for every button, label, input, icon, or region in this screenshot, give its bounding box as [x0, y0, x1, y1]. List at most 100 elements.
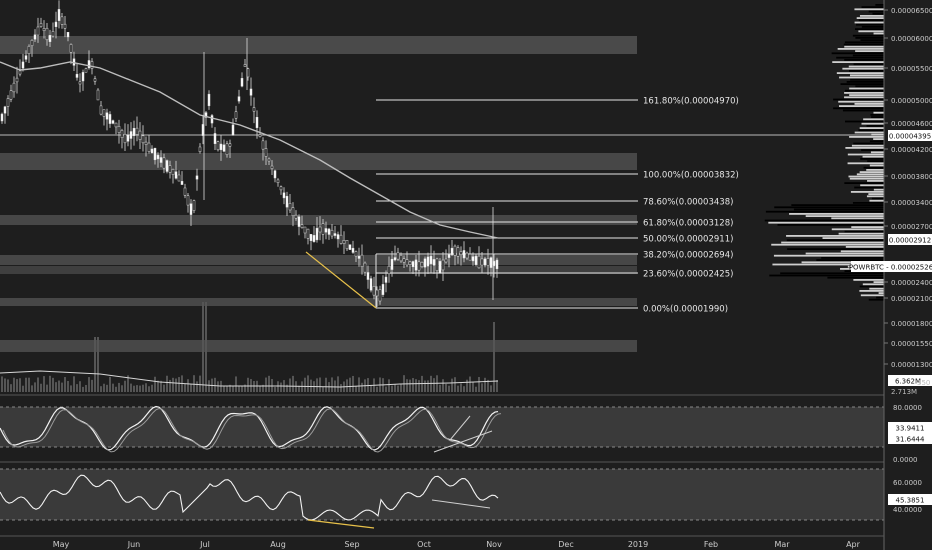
volume-profile-bar: [855, 28, 884, 30]
volume-bar: [19, 378, 21, 392]
price-divergence-line[interactable]: [305, 251, 377, 309]
volume-bar: [130, 383, 132, 392]
volume-bar: [133, 385, 135, 392]
candle-body: [228, 143, 232, 147]
candle-body: [351, 247, 355, 253]
volume-bar: [139, 385, 141, 392]
volume-profile-bar: [859, 15, 884, 17]
oscillator-1-trend-line[interactable]: [449, 415, 471, 441]
time-tick-label: Apr: [846, 540, 861, 549]
volume-profile-bar: [832, 61, 884, 63]
candle-body: [300, 224, 304, 229]
candle-body: [267, 158, 271, 162]
volume-profile-bar: [827, 276, 884, 279]
candle-body: [255, 117, 259, 128]
candle-body: [285, 195, 289, 208]
volume-profile-bar: [873, 188, 884, 191]
fib-level-label: 100.00%(0.00003832): [643, 171, 739, 181]
candle-body: [291, 207, 295, 216]
volume-bar: [136, 385, 138, 392]
volume-profile-bar: [859, 285, 884, 288]
volume-profile-bar: [765, 210, 884, 213]
price-tick-label: 0.00003800: [891, 173, 932, 181]
volume-bar: [148, 386, 150, 392]
price-tick-label: 0.00002700: [891, 223, 932, 231]
volume-profile-bar: [849, 74, 884, 77]
candle-body: [138, 130, 142, 140]
candle-body: [180, 181, 184, 185]
volume-bar: [76, 384, 78, 392]
candle-body: [339, 234, 343, 244]
volume-bar: [115, 386, 117, 392]
volume-profile-bar: [868, 298, 884, 301]
candle-body: [414, 259, 418, 271]
time-axis[interactable]: May Jun Jul Aug Sep Oct Nov Dec 2019 Feb Mar Apr: [0, 535, 884, 549]
candle-body: [315, 227, 319, 241]
volume-bar: [427, 380, 429, 392]
volume-profile-bar: [854, 186, 884, 189]
volume-profile-bar: [844, 92, 884, 94]
volume-bar: [466, 379, 468, 392]
price-axis-background: [884, 0, 932, 550]
zone-band: [0, 255, 637, 265]
oscillator-label-box: [888, 494, 932, 505]
candle-body: [99, 105, 103, 115]
oscillator-2-divergence-line[interactable]: [307, 519, 375, 529]
volume-bar: [109, 376, 111, 392]
volume-profile-bar: [774, 206, 884, 209]
price-tick-label: 0.00001300: [891, 361, 932, 369]
fib-level-label: 0.00%(0.00001990): [643, 305, 728, 315]
candle-body: [141, 135, 145, 144]
candle-body: [432, 259, 436, 266]
candle-body: [114, 122, 118, 128]
price-axis[interactable]: 0.00006500 0.00006000 0.00005500 0.00005000…: [883, 0, 932, 550]
candle-body: [156, 154, 160, 160]
oscillator-1-divergence-line[interactable]: [433, 430, 493, 453]
volume-bar: [334, 380, 336, 392]
volume-profile-bar: [846, 81, 884, 83]
volume-bar: [160, 380, 162, 392]
candle-body: [462, 250, 466, 259]
volume-bar: [394, 384, 396, 392]
volume-profile-bar: [855, 50, 884, 52]
price-axis-ticks: 0.00006500 0.00006000 0.00005500 0.00005000…: [884, 7, 932, 369]
volume-profile-bar: [831, 52, 884, 55]
volume-profile-bar: [768, 221, 884, 224]
oscillator-2-trend-line[interactable]: [431, 499, 491, 509]
candle-body: [381, 284, 385, 295]
volume-secondary-label: 2.713M: [891, 388, 917, 396]
volume-bar: [193, 375, 195, 392]
volume-bar: [37, 377, 39, 392]
volume-bar: [280, 382, 282, 392]
volume-profile-bar: [839, 76, 884, 79]
volume-bar: [361, 382, 363, 392]
volume-bar: [184, 384, 186, 392]
volume-bar: [358, 377, 360, 392]
candle-body: [489, 257, 493, 268]
time-tick-label: Nov: [486, 540, 502, 549]
volume-bar: [61, 382, 63, 392]
time-tick-label: 2019: [628, 540, 648, 549]
candle-body: [69, 44, 73, 53]
candle-body: [45, 27, 49, 41]
price-series: [0, 0, 499, 308]
candle-body: [186, 195, 190, 206]
volume-profile-bar: [873, 32, 884, 35]
volume-profile-bar: [858, 129, 884, 132]
candle-body: [219, 143, 223, 151]
volume-bar: [259, 385, 261, 392]
fibonacci-retracement[interactable]: 161.80%(0.00004970) 100.00%(0.00003832) 78…: [375, 97, 739, 315]
last-price-text: POWRBTC - 0.00002526: [849, 264, 932, 272]
candle-body: [384, 276, 388, 283]
candle-body: [9, 90, 13, 100]
candle-body: [30, 39, 34, 47]
candle-body: [258, 134, 262, 137]
volume-profile-bar: [771, 243, 884, 246]
volume-bar: [16, 379, 18, 392]
volume-bar: [118, 382, 120, 392]
volume-profile-bar: [862, 283, 884, 286]
volume-bar: [397, 385, 399, 392]
price-tick-label: 0.00004600: [891, 120, 932, 128]
volume-bar: [145, 383, 147, 392]
